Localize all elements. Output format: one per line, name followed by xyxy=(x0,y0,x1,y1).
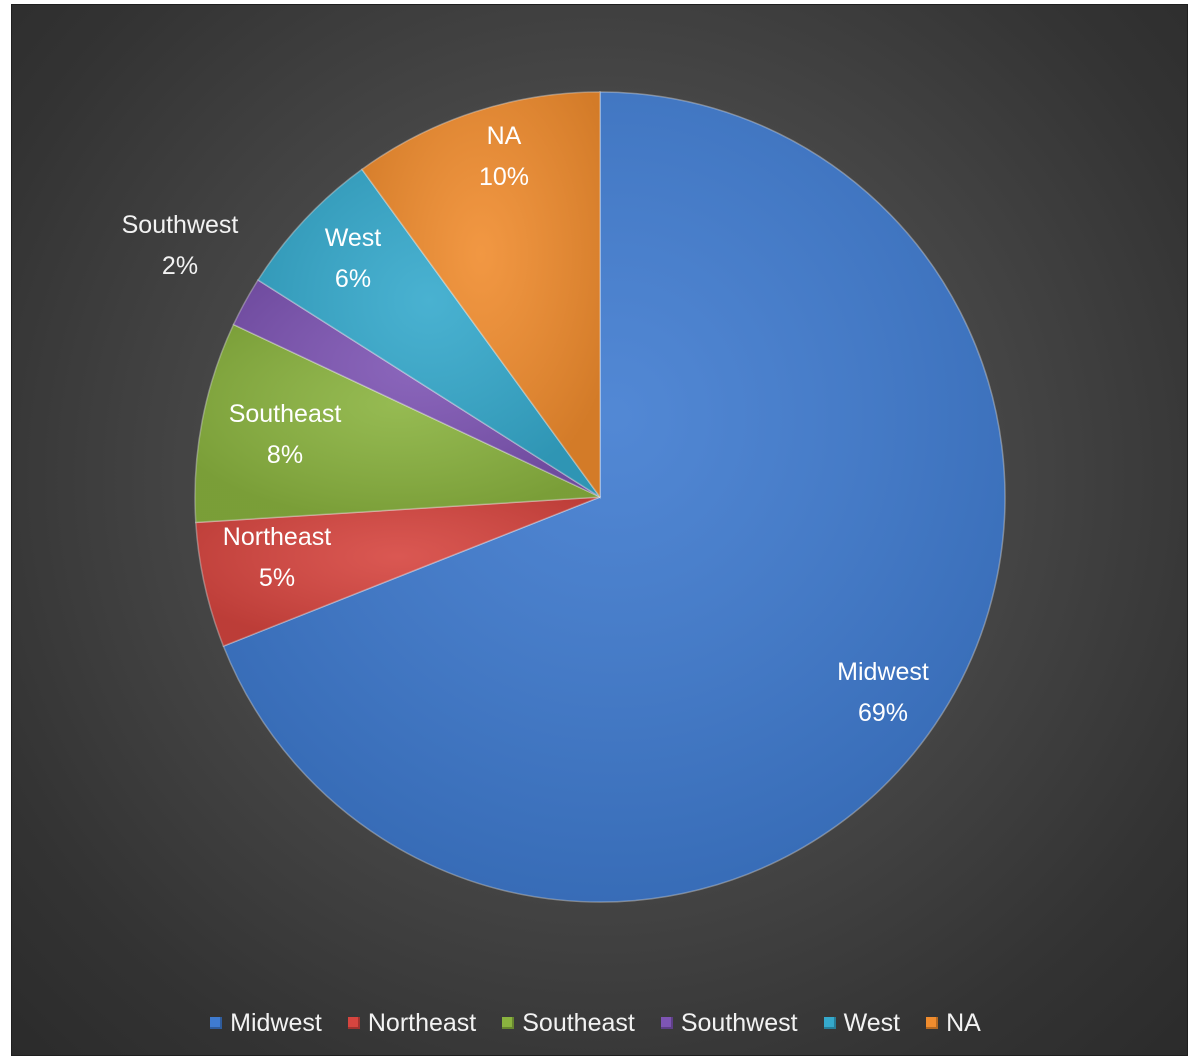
legend-item-na: NA xyxy=(926,1009,981,1038)
legend-swatch-icon xyxy=(661,1017,673,1029)
legend-label: Southwest xyxy=(681,1009,798,1038)
chart-legend: Midwest Northeast Southeast Southwest West NA xyxy=(0,1003,1191,1043)
legend-label: Southeast xyxy=(522,1009,635,1038)
legend-label: Northeast xyxy=(368,1009,476,1038)
legend-label: West xyxy=(844,1009,901,1038)
legend-item-southwest: Southwest xyxy=(661,1009,798,1038)
legend-swatch-icon xyxy=(502,1017,514,1029)
pie-slices xyxy=(195,92,1005,902)
legend-label: Midwest xyxy=(230,1009,322,1038)
legend-swatch-icon xyxy=(210,1017,222,1029)
legend-item-southeast: Southeast xyxy=(502,1009,635,1038)
legend-swatch-icon xyxy=(926,1017,938,1029)
legend-item-midwest: Midwest xyxy=(210,1009,322,1038)
legend-item-west: West xyxy=(824,1009,901,1038)
legend-item-northeast: Northeast xyxy=(348,1009,476,1038)
legend-swatch-icon xyxy=(348,1017,360,1029)
legend-label: NA xyxy=(946,1009,981,1038)
slice-label-southwest: Southwest 2% xyxy=(122,211,239,280)
legend-swatch-icon xyxy=(824,1017,836,1029)
